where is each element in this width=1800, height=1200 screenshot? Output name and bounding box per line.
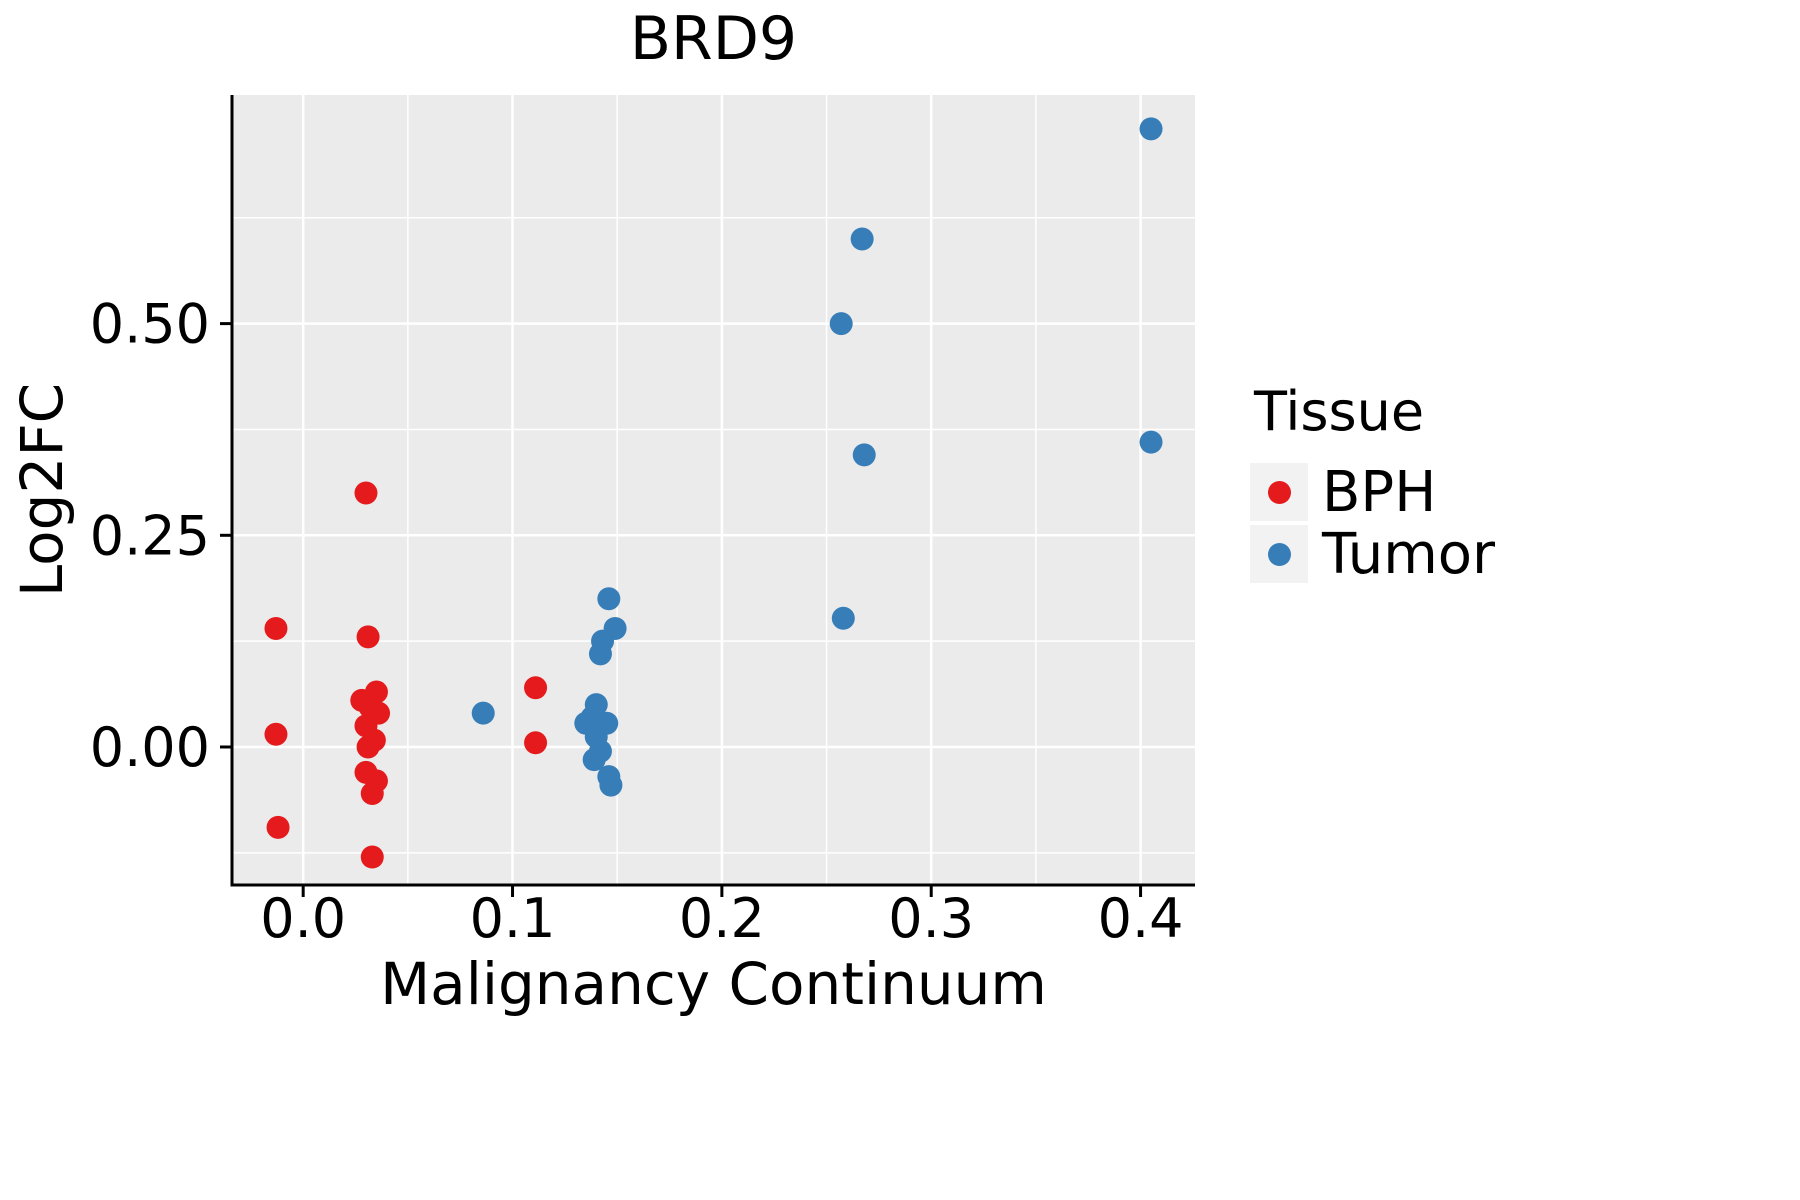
data-point-bph [264, 616, 288, 640]
data-point-tumor [599, 773, 623, 797]
legend: Tissue BPH Tumor [1250, 380, 1496, 587]
x-tick-label: 0.1 [470, 887, 556, 950]
data-point-tumor [597, 587, 621, 611]
x-tick-label: 0.4 [1098, 887, 1184, 950]
legend-key [1250, 463, 1308, 521]
data-point-bph [356, 625, 380, 649]
data-point-tumor [588, 642, 612, 666]
legend-label-tumor: Tumor [1322, 521, 1496, 587]
legend-title: Tissue [1254, 380, 1425, 443]
data-point-tumor [1139, 117, 1163, 141]
data-point-tumor [1139, 430, 1163, 454]
x-tick-label: 0.2 [679, 887, 765, 950]
x-axis-label: Malignancy Continuum [380, 950, 1047, 1018]
data-point-bph [360, 782, 384, 806]
data-point-bph [524, 731, 548, 755]
legend-dot-tumor [1267, 542, 1291, 566]
legend-dot-bph [1267, 480, 1291, 504]
data-point-tumor [850, 227, 874, 251]
y-tick-label: 0.50 [90, 293, 210, 356]
legend-item-tumor: Tumor [1250, 521, 1496, 587]
legend-items: BPH Tumor [1250, 459, 1496, 587]
data-point-bph [360, 845, 384, 869]
legend-item-bph: BPH [1250, 459, 1495, 525]
data-point-bph [264, 722, 288, 746]
panel-background [232, 95, 1195, 885]
x-tick-label: 0.0 [260, 887, 346, 950]
data-point-bph [354, 481, 378, 505]
legend-label-bph: BPH [1322, 459, 1437, 525]
data-point-tumor [582, 748, 606, 772]
y-tick-label: 0.25 [90, 504, 210, 567]
data-point-tumor [829, 312, 853, 336]
data-point-tumor [471, 701, 495, 725]
data-point-tumor [852, 443, 876, 467]
legend-key [1250, 525, 1308, 583]
y-tick-label: 0.00 [90, 716, 210, 779]
chart-title: BRD9 [629, 4, 798, 74]
data-point-tumor [831, 606, 855, 630]
data-point-bph [266, 815, 290, 839]
data-point-bph [356, 735, 380, 759]
data-point-bph [524, 676, 548, 700]
x-tick-label: 0.3 [888, 887, 974, 950]
y-axis-label: Log2FC [8, 382, 76, 598]
